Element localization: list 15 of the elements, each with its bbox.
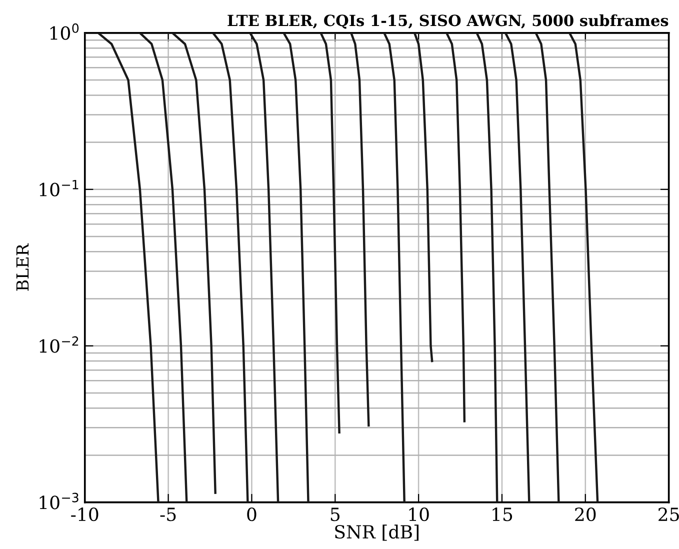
y-tick-label: 10$^{−3}$	[40, 492, 78, 510]
chart-title: LTE BLER, CQIs 1-15, SISO AWGN, 5000 subframes	[228, 14, 668, 29]
y-tick-label: 10$^{−2}$	[40, 336, 78, 353]
x-axis-title: SNR [dB]	[335, 524, 418, 541]
y-tick-label: 10$^{−1}$	[40, 180, 78, 196]
x-tick-label: -5	[160, 508, 176, 522]
x-tick-label: -10	[71, 508, 98, 522]
x-tick-label: 10	[409, 508, 429, 522]
x-tick-label: 0	[247, 508, 256, 522]
x-tick-label: 15	[492, 508, 512, 522]
y-tick-label: 10$^{0}$	[50, 23, 79, 40]
x-tick-label: 5	[330, 508, 340, 522]
x-tick-label: 20	[575, 508, 596, 522]
x-tick-label: 25	[658, 508, 679, 522]
y-axis-title: BLER	[16, 243, 29, 291]
